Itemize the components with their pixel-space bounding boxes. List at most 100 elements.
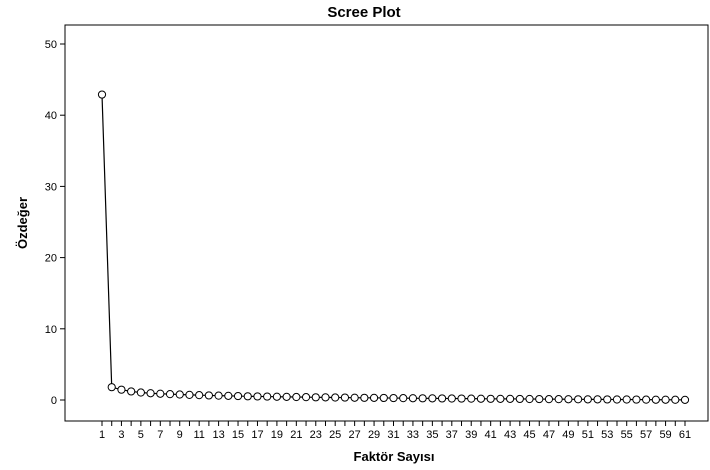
x-tick-label: 27 xyxy=(349,429,361,441)
data-point xyxy=(282,392,291,401)
x-tick-label: 45 xyxy=(523,429,535,441)
data-point xyxy=(175,390,184,399)
data-point xyxy=(311,393,320,402)
data-point xyxy=(185,390,194,399)
x-axis: 1 3 5 7 9 11 13 15 17 19 21 23 25 27 29 31 33 35 37 39 41 43 4… xyxy=(99,421,691,441)
x-tick-label: 49 xyxy=(562,429,574,441)
data-point xyxy=(340,393,350,402)
data-point xyxy=(525,394,534,404)
data-point xyxy=(117,385,126,394)
data-point xyxy=(214,391,223,400)
x-tick-label: 33 xyxy=(407,429,419,441)
data-point xyxy=(603,395,612,404)
data-point xyxy=(574,395,583,404)
data-point xyxy=(146,389,155,398)
x-tick-label: 23 xyxy=(310,429,322,441)
data-point xyxy=(389,393,398,403)
x-tick-label: 3 xyxy=(118,429,124,441)
series-eigenvalues xyxy=(97,90,690,404)
data-point xyxy=(224,391,233,400)
x-tick-label: 15 xyxy=(232,429,244,441)
data-point xyxy=(496,394,505,403)
plot-area-border xyxy=(64,24,709,422)
data-point xyxy=(535,394,544,404)
data-point xyxy=(651,395,660,404)
data-point xyxy=(437,394,447,403)
data-point xyxy=(408,394,418,403)
x-tick-label: 47 xyxy=(543,429,555,441)
x-tick-label: 13 xyxy=(212,429,224,441)
y-tick-label: 40 xyxy=(45,110,57,122)
data-point xyxy=(476,394,486,403)
x-tick-label: 53 xyxy=(601,429,613,441)
data-point xyxy=(243,392,252,401)
x-tick-label: 61 xyxy=(679,429,691,441)
data-point xyxy=(428,394,437,403)
data-point xyxy=(136,388,145,397)
x-tick-label: 35 xyxy=(426,429,438,441)
data-point xyxy=(233,391,243,401)
x-tick-label: 39 xyxy=(465,429,477,441)
y-axis-label: Özdeğer xyxy=(15,197,30,249)
data-point xyxy=(369,393,379,402)
data-point xyxy=(554,395,563,404)
data-point xyxy=(253,392,262,401)
data-point xyxy=(272,392,281,401)
x-tick-label: 55 xyxy=(621,429,633,441)
x-tick-label: 7 xyxy=(157,429,163,441)
series-line xyxy=(101,94,686,401)
data-point xyxy=(292,392,301,402)
y-tick-label: 30 xyxy=(45,181,57,193)
data-point xyxy=(263,392,272,401)
data-point xyxy=(204,391,213,400)
x-tick-label: 51 xyxy=(582,429,594,441)
x-tick-label: 11 xyxy=(193,429,204,441)
data-point xyxy=(515,394,524,404)
data-point xyxy=(418,394,427,403)
data-point xyxy=(622,395,631,404)
data-point xyxy=(564,395,573,404)
data-point xyxy=(457,394,466,403)
data-point xyxy=(671,395,680,404)
data-point xyxy=(447,394,456,403)
x-tick-label: 17 xyxy=(251,429,263,441)
chart-title: Scree Plot xyxy=(327,4,400,21)
x-tick-label: 57 xyxy=(640,429,652,441)
data-point xyxy=(593,395,602,404)
data-point xyxy=(379,393,388,403)
data-point xyxy=(486,394,495,403)
data-point xyxy=(467,394,476,403)
x-tick-label: 59 xyxy=(659,429,671,441)
data-point xyxy=(661,395,670,404)
x-tick-label: 9 xyxy=(177,429,183,441)
y-axis: 0 10 20 30 40 50 xyxy=(45,39,65,407)
x-tick-label: 31 xyxy=(387,429,399,441)
x-tick-label: 1 xyxy=(99,429,105,441)
data-point xyxy=(583,395,592,404)
x-tick-label: 21 xyxy=(290,429,302,441)
data-point xyxy=(107,383,116,392)
x-tick-label: 29 xyxy=(368,429,380,441)
data-point xyxy=(127,387,136,396)
data-point xyxy=(165,390,175,399)
y-tick-label: 10 xyxy=(45,324,57,336)
y-tick-label: 50 xyxy=(45,39,57,51)
data-point xyxy=(399,394,408,403)
x-tick-label: 43 xyxy=(504,429,516,441)
data-point xyxy=(360,393,369,402)
x-tick-label: 41 xyxy=(485,429,497,441)
data-point xyxy=(612,395,622,404)
data-point xyxy=(195,391,204,400)
data-point xyxy=(680,395,690,404)
data-point xyxy=(156,389,165,398)
y-tick-label: 0 xyxy=(51,395,57,407)
data-point xyxy=(301,393,311,402)
y-tick-label: 20 xyxy=(45,253,57,265)
data-point xyxy=(350,393,359,402)
data-point xyxy=(642,395,651,404)
data-point xyxy=(544,395,554,404)
x-tick-label: 19 xyxy=(271,429,283,441)
data-point xyxy=(97,90,107,99)
data-point xyxy=(632,395,641,404)
